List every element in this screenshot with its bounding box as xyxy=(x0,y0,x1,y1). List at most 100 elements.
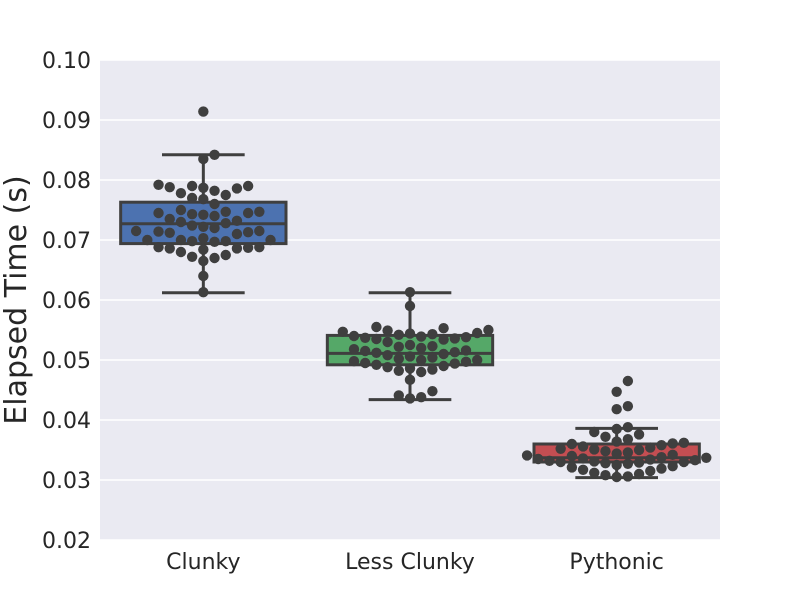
point-less-clunky-7 xyxy=(472,327,483,339)
y-tick-label-0: 0.02 xyxy=(42,529,91,554)
x-axis-tick-labels: Clunky Less Clunky Pythonic xyxy=(166,550,664,575)
point-pythonic-42 xyxy=(656,463,667,474)
point-pythonic-31 xyxy=(689,455,701,466)
point-pythonic-29 xyxy=(533,453,544,465)
point-less-clunky-47 xyxy=(427,386,438,397)
point-clunky-48 xyxy=(254,242,265,253)
point-pythonic-7 xyxy=(633,429,645,440)
point-clunky-29 xyxy=(198,221,209,232)
point-less-clunky-33 xyxy=(416,354,427,366)
point-pythonic-28 xyxy=(577,453,589,464)
point-less-clunky-42 xyxy=(404,363,416,374)
point-clunky-22 xyxy=(254,206,265,217)
x-tick-label-clunky: Clunky xyxy=(166,550,240,575)
point-clunky-35 xyxy=(153,226,164,237)
point-clunky-13 xyxy=(198,194,209,205)
point-pythonic-6 xyxy=(589,426,600,438)
point-clunky-11 xyxy=(220,189,231,201)
point-clunky-17 xyxy=(242,207,254,219)
point-pythonic-40 xyxy=(667,461,678,472)
point-pythonic-37 xyxy=(600,458,611,469)
point-clunky-12 xyxy=(186,192,198,204)
point-less-clunky-2 xyxy=(371,321,382,333)
point-pythonic-2 xyxy=(622,401,634,412)
point-clunky-2 xyxy=(198,153,209,165)
point-clunky-19 xyxy=(209,210,220,222)
point-clunky-15 xyxy=(175,204,187,216)
point-less-clunky-12 xyxy=(416,331,427,342)
point-less-clunky-23 xyxy=(348,344,360,355)
point-clunky-10 xyxy=(209,185,220,196)
point-less-clunky-10 xyxy=(393,329,404,340)
point-pythonic-4 xyxy=(622,422,634,433)
point-clunky-3 xyxy=(186,180,198,192)
point-less-clunky-48 xyxy=(393,390,404,401)
point-pythonic-38 xyxy=(622,458,634,469)
point-pythonic-34 xyxy=(555,456,566,468)
y-tick-label-7: 0.09 xyxy=(42,109,91,134)
point-less-clunky-46 xyxy=(404,374,416,385)
point-pythonic-21 xyxy=(622,447,634,458)
point-pythonic-9 xyxy=(622,434,634,445)
point-clunky-45 xyxy=(242,242,254,253)
point-clunky-41 xyxy=(209,236,220,247)
point-pythonic-32 xyxy=(544,455,555,466)
point-less-clunky-28 xyxy=(438,348,449,360)
point-clunky-37 xyxy=(175,234,187,246)
point-less-clunky-13 xyxy=(460,332,472,343)
point-clunky-36 xyxy=(198,233,209,244)
point-clunky-25 xyxy=(175,216,187,228)
point-pythonic-27 xyxy=(701,452,712,463)
point-pythonic-24 xyxy=(521,450,533,461)
point-pythonic-20 xyxy=(600,446,611,457)
point-pythonic-26 xyxy=(656,452,667,463)
point-less-clunky-26 xyxy=(449,347,460,358)
point-pythonic-23 xyxy=(667,449,678,460)
point-less-clunky-11 xyxy=(348,330,360,342)
grid-lines xyxy=(100,59,720,541)
y-tick-label-4: 0.06 xyxy=(42,289,91,314)
point-pythonic-1 xyxy=(611,386,622,397)
point-pythonic-8 xyxy=(600,431,611,442)
point-clunky-0 xyxy=(198,106,209,117)
point-clunky-54 xyxy=(198,270,209,282)
point-pythonic-15 xyxy=(577,441,589,452)
point-clunky-18 xyxy=(198,209,209,220)
point-less-clunky-44 xyxy=(393,365,404,376)
point-less-clunky-6 xyxy=(337,326,348,337)
point-clunky-39 xyxy=(142,234,153,246)
point-pythonic-22 xyxy=(611,448,622,459)
y-tick-label-1: 0.03 xyxy=(42,469,91,494)
swarm-points xyxy=(130,106,712,483)
point-clunky-50 xyxy=(220,249,231,261)
point-clunky-32 xyxy=(242,227,254,238)
point-clunky-47 xyxy=(164,243,175,254)
point-less-clunky-1 xyxy=(404,300,416,312)
point-clunky-33 xyxy=(164,227,175,238)
point-clunky-40 xyxy=(220,236,231,247)
point-clunky-49 xyxy=(175,246,187,258)
y-axis-tick-labels: 0.02 0.03 0.04 0.05 0.06 0.07 0.08 0.09 0.10 xyxy=(42,49,91,554)
point-clunky-26 xyxy=(220,218,231,229)
point-pythonic-0 xyxy=(622,375,634,387)
point-pythonic-36 xyxy=(633,457,645,468)
point-pythonic-12 xyxy=(667,438,678,449)
point-clunky-21 xyxy=(186,209,198,220)
point-less-clunky-8 xyxy=(404,328,416,339)
point-clunky-30 xyxy=(254,225,265,237)
point-pythonic-16 xyxy=(645,442,656,453)
point-less-clunky-25 xyxy=(360,345,371,357)
point-pythonic-10 xyxy=(611,436,622,447)
point-less-clunky-43 xyxy=(427,364,438,375)
point-clunky-16 xyxy=(220,206,231,217)
point-less-clunky-3 xyxy=(438,323,449,334)
point-pythonic-14 xyxy=(656,440,667,451)
point-pythonic-46 xyxy=(633,468,645,480)
point-less-clunky-18 xyxy=(382,336,393,348)
point-pythonic-45 xyxy=(589,467,600,478)
point-pythonic-41 xyxy=(566,462,578,473)
point-pythonic-25 xyxy=(566,450,578,462)
point-pythonic-49 xyxy=(611,471,622,483)
point-clunky-53 xyxy=(198,255,209,267)
